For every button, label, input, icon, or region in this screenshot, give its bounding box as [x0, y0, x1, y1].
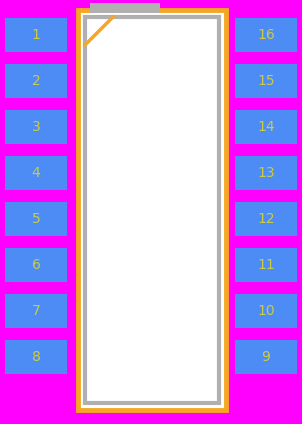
- Bar: [235, 340, 297, 374]
- Text: 16: 16: [257, 28, 275, 42]
- Bar: [5, 64, 67, 98]
- Bar: [5, 202, 67, 236]
- Text: 7: 7: [32, 304, 40, 318]
- Text: 14: 14: [257, 120, 275, 134]
- Text: 6: 6: [32, 258, 40, 272]
- Bar: [5, 110, 67, 144]
- Text: 9: 9: [262, 350, 270, 364]
- Text: 10: 10: [257, 304, 275, 318]
- Text: 3: 3: [32, 120, 40, 134]
- Text: 5: 5: [32, 212, 40, 226]
- Text: 12: 12: [257, 212, 275, 226]
- Bar: [235, 156, 297, 190]
- Bar: [5, 156, 67, 190]
- Text: 15: 15: [257, 74, 275, 88]
- Text: 1: 1: [32, 28, 40, 42]
- Text: 11: 11: [257, 258, 275, 272]
- Text: 8: 8: [32, 350, 40, 364]
- Bar: [78, 10, 226, 410]
- Bar: [235, 110, 297, 144]
- Bar: [90, 3, 160, 13]
- Text: 13: 13: [257, 166, 275, 180]
- Text: 4: 4: [32, 166, 40, 180]
- Bar: [5, 18, 67, 52]
- Bar: [235, 64, 297, 98]
- Bar: [85, 17, 219, 403]
- Bar: [235, 248, 297, 282]
- Bar: [235, 202, 297, 236]
- Bar: [235, 294, 297, 328]
- Bar: [5, 340, 67, 374]
- Bar: [235, 18, 297, 52]
- Text: 2: 2: [32, 74, 40, 88]
- Bar: [5, 294, 67, 328]
- Bar: [5, 248, 67, 282]
